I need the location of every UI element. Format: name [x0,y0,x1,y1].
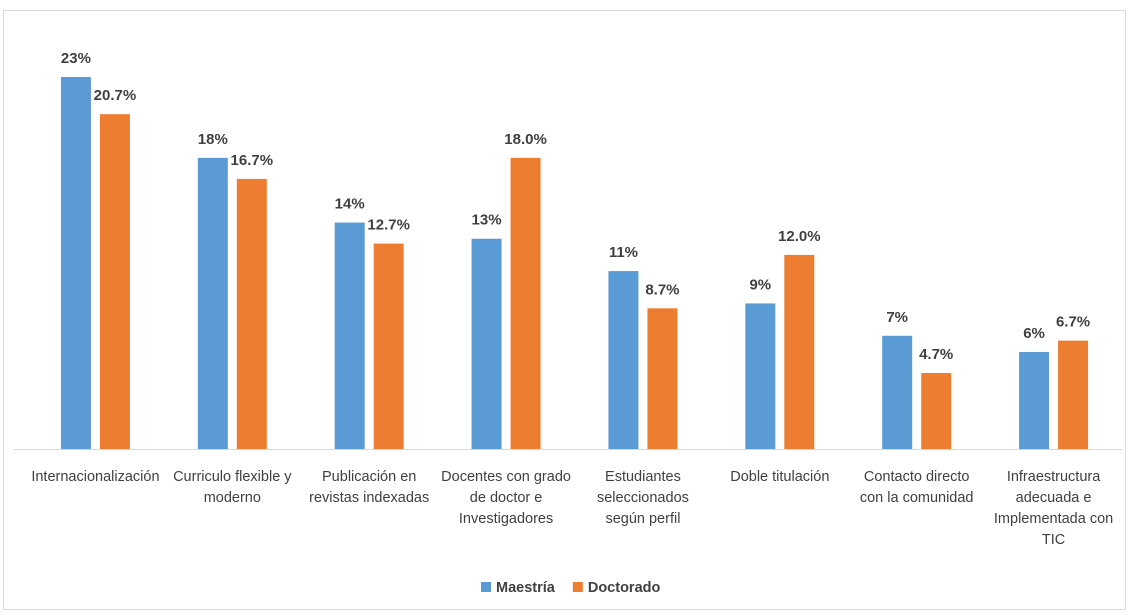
category-label-6: Contacto directo con la comunidad [860,469,974,506]
value-labels-layer: 23% 20.7% 18%16.7% 14%12.7% 13% 18.0% 11% 8.7% 9… [61,50,1090,363]
legend-label-doctorado: Doctorado [588,580,661,596]
value-label-doctorado-2: 12.7% [367,217,410,234]
category-label-3: Docentes con grado de doctor e Investigado… [441,469,571,527]
value-label-maestria-4: 11% [609,244,638,261]
bar-doctorado-6 [921,372,952,449]
value-label-maestria-1: 18% [198,131,228,148]
value-label-maestria-3: 13% [472,212,502,229]
bar-maestria-0 [60,77,91,449]
bar-maestria-5 [745,303,776,449]
bar-maestria-2 [334,222,365,449]
bar-doctorado-2 [373,243,404,449]
legend-swatch-doctorado [572,582,583,592]
bar-maestria-3 [471,238,502,449]
value-label-doctorado-5: 12.0% [778,228,821,245]
bar-maestria-7 [1019,351,1050,449]
bar-doctorado-4 [647,308,678,449]
category-label-4: Estudiantes seleccionados según perfil [597,469,689,527]
bar-doctorado-5 [784,254,815,449]
value-label-maestria-2: 14% [335,196,365,213]
value-label-maestria-6: 7% [886,309,908,326]
value-label-doctorado-0: 20.7% [94,87,137,104]
bar-chart: 23% 20.7% 18%16.7% 14%12.7% 13% 18.0% 11% 8.7% 9… [14,50,1122,596]
value-label-doctorado-3: 18.0% [504,131,547,148]
chart-frame: 23% 20.7% 18% 16.7% 14% 12.7% 13% 18.0% 11% 8.7% 9… [3,10,1126,610]
value-label-doctorado-4: 8.7% [645,281,679,298]
category-label-1: Curriculo flexible y moderno [173,469,292,506]
legend-label-maestria: Maestría [496,580,556,596]
bar-doctorado-0 [99,114,130,449]
bar-maestria-6 [882,335,913,449]
bar-doctorado-3 [510,157,541,449]
bar-doctorado-1 [236,178,267,450]
legend-swatch-maestria [481,582,491,592]
bars-layer [60,77,1089,450]
category-label-7: Infraestructura adecuada e Implementada co… [994,469,1113,548]
value-label-doctorado-6: 4.7% [919,346,953,363]
value-label-doctorado-1: 16.7% [231,152,274,169]
value-label-maestria-5: 9% [749,276,771,293]
legend: Maestría Doctorado [481,580,660,596]
bar-doctorado-7 [1058,340,1089,449]
category-label-5: Doble titulación [730,469,829,485]
value-label-maestria-7: 6% [1023,325,1045,342]
category-label-2: Publicación en revistas indexadas [309,469,429,506]
category-label-0: Internacionalización [31,469,159,485]
value-label-maestria-0: 23% [61,50,91,67]
bar-maestria-1 [197,157,228,449]
value-label-doctorado-7: 6.7% [1056,314,1090,331]
bar-maestria-4 [608,271,639,449]
category-labels-layer: Internacionalización Curriculo flexible y… [31,469,1113,548]
